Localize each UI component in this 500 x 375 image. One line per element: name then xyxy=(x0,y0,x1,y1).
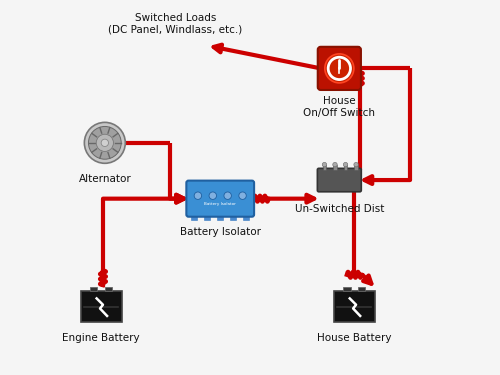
Bar xyxy=(344,165,347,170)
Circle shape xyxy=(239,192,246,200)
Circle shape xyxy=(333,162,337,167)
Text: Battery Isolator: Battery Isolator xyxy=(204,202,236,206)
Circle shape xyxy=(194,192,202,200)
Circle shape xyxy=(322,162,326,167)
Text: Un-Switched Dist: Un-Switched Dist xyxy=(294,204,384,214)
Circle shape xyxy=(224,192,232,200)
Bar xyxy=(354,165,358,170)
Bar xyxy=(334,291,374,322)
Bar xyxy=(322,165,326,170)
Bar xyxy=(230,214,236,220)
Text: Alternator: Alternator xyxy=(78,174,131,184)
Text: House Battery: House Battery xyxy=(317,333,392,343)
Circle shape xyxy=(325,54,354,83)
Text: Switched Loads
(DC Panel, Windlass, etc.): Switched Loads (DC Panel, Windlass, etc.… xyxy=(108,13,242,35)
Bar xyxy=(80,291,122,322)
Bar xyxy=(105,287,112,291)
Bar xyxy=(343,287,350,291)
Circle shape xyxy=(101,139,108,147)
Circle shape xyxy=(88,126,121,159)
Circle shape xyxy=(354,162,358,167)
Bar xyxy=(204,214,210,220)
FancyBboxPatch shape xyxy=(186,181,254,217)
Bar xyxy=(244,214,250,220)
Circle shape xyxy=(96,134,114,152)
Text: Engine Battery: Engine Battery xyxy=(62,333,140,343)
FancyBboxPatch shape xyxy=(318,168,362,192)
Bar xyxy=(358,287,366,291)
Bar xyxy=(90,287,98,291)
Bar xyxy=(333,165,337,170)
Text: House
On/Off Switch: House On/Off Switch xyxy=(304,96,376,118)
Bar xyxy=(217,214,223,220)
Circle shape xyxy=(209,192,216,200)
Circle shape xyxy=(84,122,126,163)
FancyBboxPatch shape xyxy=(318,47,361,90)
Bar xyxy=(191,214,197,220)
Text: Battery Isolator: Battery Isolator xyxy=(180,226,260,237)
Circle shape xyxy=(344,162,348,167)
